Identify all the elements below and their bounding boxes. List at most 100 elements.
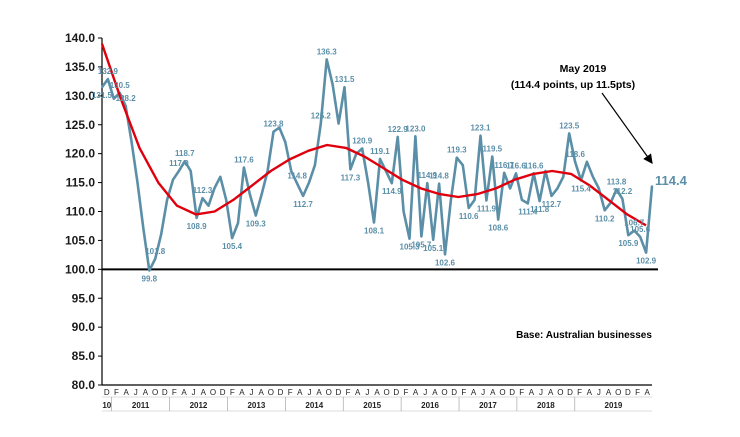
x-month-label: F (114, 388, 119, 397)
trend-line (100, 43, 647, 227)
data-labels: 131.5 132.9 130.5 128.2 99.8 101.8 118.7 108.9 1… (92, 47, 688, 283)
x-year-label: 2014 (305, 401, 323, 410)
series-point (260, 193, 263, 196)
x-month-label: D (451, 388, 457, 397)
series-point (272, 130, 275, 133)
y-tick-label: 115.0 (66, 176, 96, 190)
series-line-confidence (100, 58, 654, 272)
data-label: 130.5 (110, 81, 131, 90)
x-month-label: A (239, 388, 245, 397)
x-month-label: D (509, 388, 515, 397)
data-label: 112.7 (542, 200, 562, 209)
data-label: 114.8 (287, 172, 307, 181)
series-point (308, 181, 310, 184)
x-month-label: A (374, 388, 380, 397)
series-point (225, 199, 228, 201)
x-month-label: A (606, 388, 612, 397)
x-month-label: A (355, 388, 361, 397)
x-month-label: A (548, 388, 554, 397)
data-label: 108.1 (364, 226, 385, 235)
series-point (603, 209, 606, 212)
x-month-label: J (365, 388, 369, 397)
x-month-label: A (645, 388, 651, 397)
x-month-label: D (104, 388, 110, 397)
series-point (124, 105, 127, 108)
y-tick-label: 120.0 (65, 147, 95, 161)
series-point (639, 236, 642, 238)
series-point (177, 170, 180, 172)
x-month-label: A (143, 388, 149, 397)
data-label: 117.3 (341, 173, 361, 182)
x-month-label: F (172, 388, 177, 397)
data-label: 111.9 (477, 205, 497, 214)
x-year-label: 2011 (132, 401, 150, 410)
x-month-label: A (297, 388, 303, 397)
data-label: 123.8 (263, 120, 284, 129)
series-point (219, 175, 222, 178)
series-point (461, 164, 464, 167)
x-month-label: J (423, 388, 427, 397)
x-month-label: D (336, 388, 342, 397)
x-month-label: A (123, 388, 129, 397)
series-point (591, 175, 594, 178)
series-point (314, 164, 316, 167)
x-month-label: D (567, 388, 573, 397)
data-label: 116.6 (506, 161, 526, 170)
x-month-label: A (259, 388, 265, 397)
series-point (426, 182, 429, 185)
x-month-label: O (557, 388, 563, 397)
series-point (408, 237, 411, 240)
series-point (183, 160, 186, 163)
x-month-label: O (210, 388, 216, 397)
x-month-label: J (481, 388, 485, 397)
series-point (473, 199, 476, 201)
series-point (509, 187, 511, 190)
series-point (290, 170, 293, 172)
series-point (432, 238, 435, 241)
x-year-label: 2017 (479, 401, 497, 410)
series-point (367, 181, 370, 184)
series-point (107, 78, 109, 80)
series-point (284, 141, 287, 144)
y-tick-label: 95.0 (72, 291, 96, 305)
x-month-label: D (393, 388, 399, 397)
series-point (325, 58, 328, 61)
data-label: 105.6 (630, 225, 651, 234)
series-point (485, 199, 488, 202)
x-month-label: F (635, 388, 640, 397)
series-point (444, 253, 446, 256)
data-label: 131.5 (92, 91, 113, 100)
data-label: 123.5 (559, 121, 580, 130)
series-point (136, 181, 139, 184)
x-month-label: A (201, 388, 207, 397)
x-month-label: J (192, 388, 196, 397)
series-point (503, 171, 506, 174)
series-point (556, 187, 559, 190)
series-point (373, 221, 375, 224)
series-point (396, 135, 399, 138)
x-year-label: 2019 (605, 401, 623, 410)
data-label: 105.7 (411, 240, 432, 249)
y-axis: 80.0 85.0 90.0 95.0 100.0 105.0 110.0 115.0 120.… (65, 31, 658, 392)
x-month-label: D (220, 388, 226, 397)
series-point (142, 227, 145, 230)
series-point (497, 218, 500, 221)
data-label: 132.9 (98, 67, 119, 76)
data-label: 119.1 (370, 147, 390, 156)
data-label: 108.6 (488, 224, 509, 233)
y-tick-label: 130.0 (65, 89, 95, 103)
x-month-label: F (577, 388, 582, 397)
annotation-detail: (114.4 points, up 11.5pts) (511, 79, 635, 91)
series-point (651, 185, 653, 187)
x-month-label: F (404, 388, 409, 397)
y-tick-label: 90.0 (72, 320, 96, 334)
data-label: 110.2 (595, 214, 615, 223)
series-point (189, 170, 192, 172)
x-year-label: 2013 (247, 401, 265, 410)
series-point (278, 126, 281, 129)
series-point (615, 188, 618, 191)
x-month-label: A (490, 388, 496, 397)
data-label: 114.8 (429, 172, 449, 181)
series-point (467, 207, 470, 209)
series-point (213, 187, 216, 190)
